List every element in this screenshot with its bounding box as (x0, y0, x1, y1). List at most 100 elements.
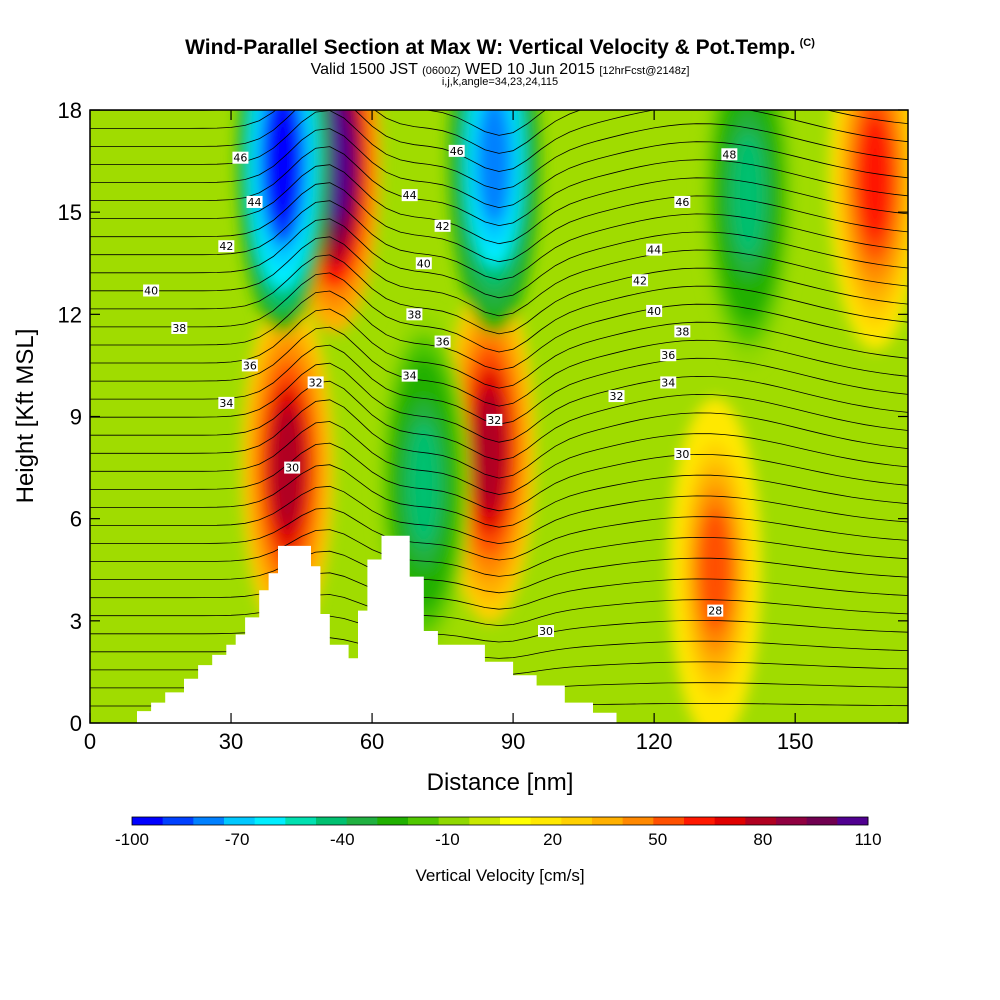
svg-text:34: 34 (661, 376, 675, 389)
colorbar-swatch-1 (162, 817, 194, 825)
theta-label-4: 38 (171, 321, 188, 335)
theta-label-24: 34 (660, 376, 677, 389)
y-tick-label-4: 12 (58, 302, 82, 327)
colorbar-swatch-12 (500, 817, 532, 825)
y-tick-label-6: 18 (58, 98, 82, 123)
svg-text:38: 38 (172, 322, 186, 335)
updraft-core-3-ring-5 (699, 507, 732, 632)
theta-isoline-18 (90, 326, 908, 407)
theta-isoline-13 (90, 421, 908, 495)
theta-label-28: 28 (707, 604, 724, 618)
svg-text:30: 30 (539, 625, 553, 638)
svg-text:46: 46 (675, 196, 689, 209)
svg-text:48: 48 (722, 148, 736, 161)
colorbar-swatch-9 (408, 817, 440, 825)
colorbar-swatch-3 (224, 817, 256, 825)
theta-label-19: 44 (646, 243, 663, 257)
theta-label-11: 42 (434, 219, 451, 233)
theta-isoline-26 (90, 182, 908, 263)
colorbar-swatch-5 (285, 817, 317, 825)
svg-text:34: 34 (219, 397, 233, 410)
theta-label-22: 38 (674, 325, 691, 338)
colorbar-swatch-10 (438, 817, 470, 825)
svg-text:28: 28 (708, 605, 722, 618)
velocity-field: 4644424038363432304644424038363432484644… (90, 110, 908, 723)
svg-text:42: 42 (436, 220, 450, 233)
theta-isoline-25 (90, 200, 908, 281)
theta-label-12: 40 (415, 257, 432, 270)
colorbar-tick-6: 80 (753, 830, 772, 849)
svg-text:32: 32 (309, 376, 323, 389)
theta-isoline-7 (90, 550, 908, 594)
downdraft-core-0-ring-5 (266, 110, 299, 224)
x-tick-label-4: 120 (636, 729, 673, 754)
x-tick-label-3: 90 (501, 729, 525, 754)
theta-label-2: 42 (218, 240, 235, 253)
svg-text:36: 36 (661, 349, 675, 362)
theta-isoline-23 (90, 236, 908, 317)
y-tick-label-2: 6 (70, 507, 82, 532)
colorbar-swatch-21 (776, 817, 808, 825)
downdraft-core-1-ring-5 (478, 110, 511, 224)
svg-text:36: 36 (243, 359, 257, 372)
theta-isoline-24 (90, 218, 908, 299)
colorbar-swatch-11 (469, 817, 501, 825)
theta-isoline-19 (90, 308, 908, 389)
theta-label-6: 34 (218, 396, 235, 410)
theta-isoline-22 (90, 254, 908, 335)
x-axis-label: Distance [nm] (427, 769, 574, 796)
svg-text:38: 38 (407, 308, 421, 321)
x-tick-label-0: 0 (84, 729, 96, 754)
subtitle-date: WED 10 Jun 2015 (465, 61, 595, 78)
colorbar-swatch-6 (316, 817, 348, 825)
svg-text:46: 46 (233, 152, 247, 165)
svg-text:40: 40 (417, 257, 431, 270)
svg-text:42: 42 (633, 274, 647, 287)
theta-label-15: 34 (401, 369, 418, 383)
theta-label-5: 36 (241, 359, 258, 372)
colorbar-swatch-14 (561, 817, 593, 825)
theta-isoline-30 (90, 110, 908, 190)
x-tick-label-1: 30 (219, 729, 243, 754)
colorbar-swatch-13 (530, 817, 562, 825)
theta-isoline-12 (90, 442, 908, 512)
chart-title-text: Wind-Parallel Section at Max W: Vertical… (185, 36, 796, 59)
colorbar-swatch-19 (714, 817, 746, 825)
colorbar-tick-0: -100 (115, 830, 149, 849)
colorbar-swatch-8 (377, 817, 409, 825)
colorbar-swatch-0 (132, 817, 164, 825)
title-mark: (C) (799, 37, 815, 49)
svg-text:32: 32 (610, 390, 624, 403)
colorbar-tick-5: 50 (648, 830, 667, 849)
theta-label-3: 40 (143, 284, 160, 297)
theta-label-27: 30 (538, 625, 555, 638)
svg-text:40: 40 (144, 284, 158, 297)
subtitle-valid: Valid 1500 JST (310, 61, 418, 78)
subtitle-fcst: [12hrFcst@2148z] (599, 65, 690, 77)
colorbar-tick-7: 110 (854, 830, 881, 849)
theta-isoline-33 (90, 110, 547, 136)
svg-text:44: 44 (647, 244, 661, 257)
downdraft-core-2-ring-5 (407, 422, 440, 547)
svg-text:34: 34 (403, 370, 417, 383)
theta-isoline-9 (90, 507, 908, 561)
theta-label-18: 46 (674, 195, 691, 209)
svg-text:44: 44 (403, 189, 417, 202)
svg-text:40: 40 (647, 305, 661, 318)
theta-isoline-15 (90, 380, 908, 461)
theta-isoline-29 (90, 128, 908, 209)
svg-text:30: 30 (675, 448, 689, 461)
theta-label-14: 36 (434, 335, 451, 349)
colorbar-frame (131, 816, 869, 826)
colorbar-swatch-18 (684, 817, 716, 825)
svg-text:42: 42 (219, 240, 233, 253)
theta-isoline-20 (90, 290, 908, 371)
theta-label-16: 32 (486, 413, 503, 427)
subtitle-utc: (0600Z) (422, 65, 461, 77)
x-tick-label-5: 150 (777, 729, 814, 754)
colorbar-swatch-4 (254, 817, 286, 825)
colorbar: -100 -70 -40 -10 20 50 80 110 (115, 816, 882, 849)
theta-isoline-31 (90, 110, 908, 172)
svg-text:44: 44 (248, 196, 262, 209)
